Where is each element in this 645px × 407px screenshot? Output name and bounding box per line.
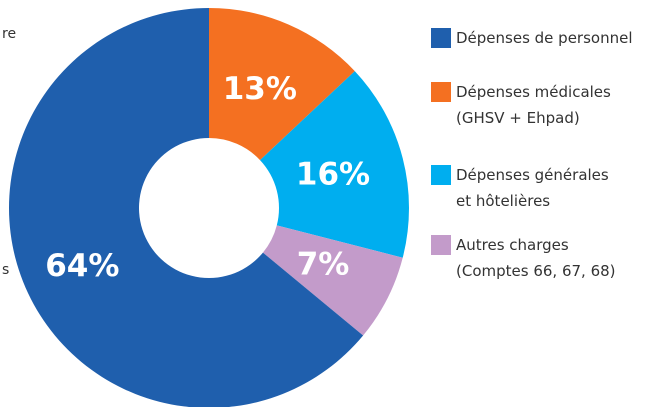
legend-swatch [431, 235, 451, 255]
slice [262, 225, 403, 336]
legend-swatch [431, 82, 451, 102]
value-label: 16% [296, 157, 370, 193]
slice [9, 8, 364, 407]
value-label: 7% [297, 247, 350, 283]
legend-label: Dépenses générales et hôtelières [456, 166, 609, 210]
legend-label: Dépenses médicales (GHSV + Ehpad) [456, 83, 611, 127]
value-label: 64% [45, 248, 119, 284]
legend-swatch [431, 165, 451, 185]
legend-label: Autres charges (Comptes 66, 67, 68) [456, 236, 616, 280]
legend-swatch [431, 28, 451, 48]
value-label: 13% [223, 71, 297, 107]
annotation: s [2, 262, 9, 278]
slice [260, 71, 409, 258]
legend-label: Dépenses de personnel [456, 29, 633, 47]
slice [209, 8, 355, 161]
annotation: re [2, 26, 16, 42]
